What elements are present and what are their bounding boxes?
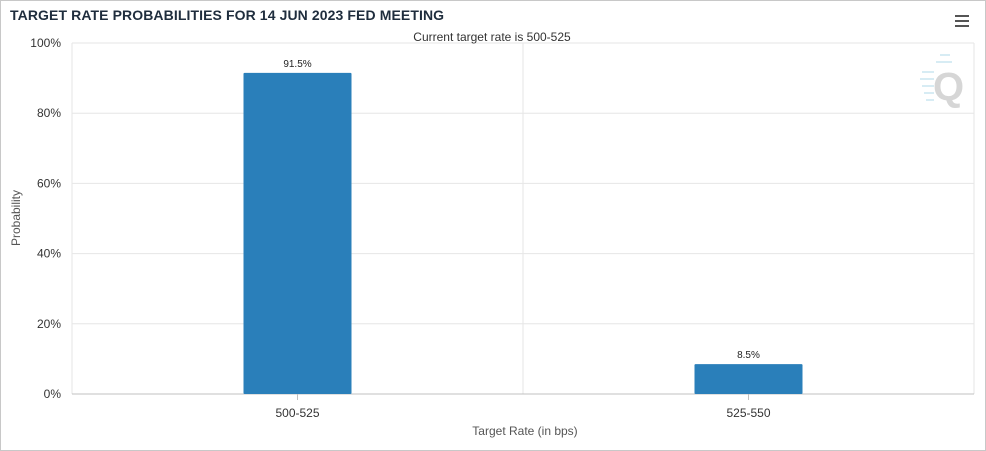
bar-500-525[interactable]: [243, 72, 352, 395]
gridlines: [71, 42, 975, 395]
y-tick-label: 0%: [44, 387, 62, 401]
data-label: 91.5%: [283, 59, 311, 70]
hamburger-menu-icon[interactable]: [955, 15, 969, 27]
y-axis-ticks: 0% 20% 40% 60% 80% 100%: [30, 36, 61, 401]
y-tick-label: 80%: [37, 106, 61, 120]
x-axis-ticks: 500-525 525-550: [275, 394, 771, 420]
logo-letter: Q: [933, 65, 964, 109]
y-tick-label: 40%: [37, 247, 61, 261]
y-axis-title: Probability: [9, 190, 23, 246]
chart-subtitle: Current target rate is 500-525: [413, 30, 571, 44]
y-tick-label: 20%: [37, 317, 61, 331]
x-tick-label: 525-550: [726, 406, 770, 420]
bars: [243, 72, 803, 395]
q-logo-watermark: Q: [920, 54, 964, 109]
bar-525-550[interactable]: [694, 364, 803, 394]
y-tick-label: 100%: [30, 36, 61, 50]
chart-title: TARGET RATE PROBABILITIES FOR 14 JUN 202…: [10, 7, 445, 23]
x-tick-label: 500-525: [275, 406, 319, 420]
y-tick-label: 60%: [37, 176, 61, 190]
x-axis-title: Target Rate (in bps): [472, 424, 577, 438]
data-label: 8.5%: [737, 350, 760, 361]
data-labels: 91.5% 8.5%: [283, 59, 760, 361]
